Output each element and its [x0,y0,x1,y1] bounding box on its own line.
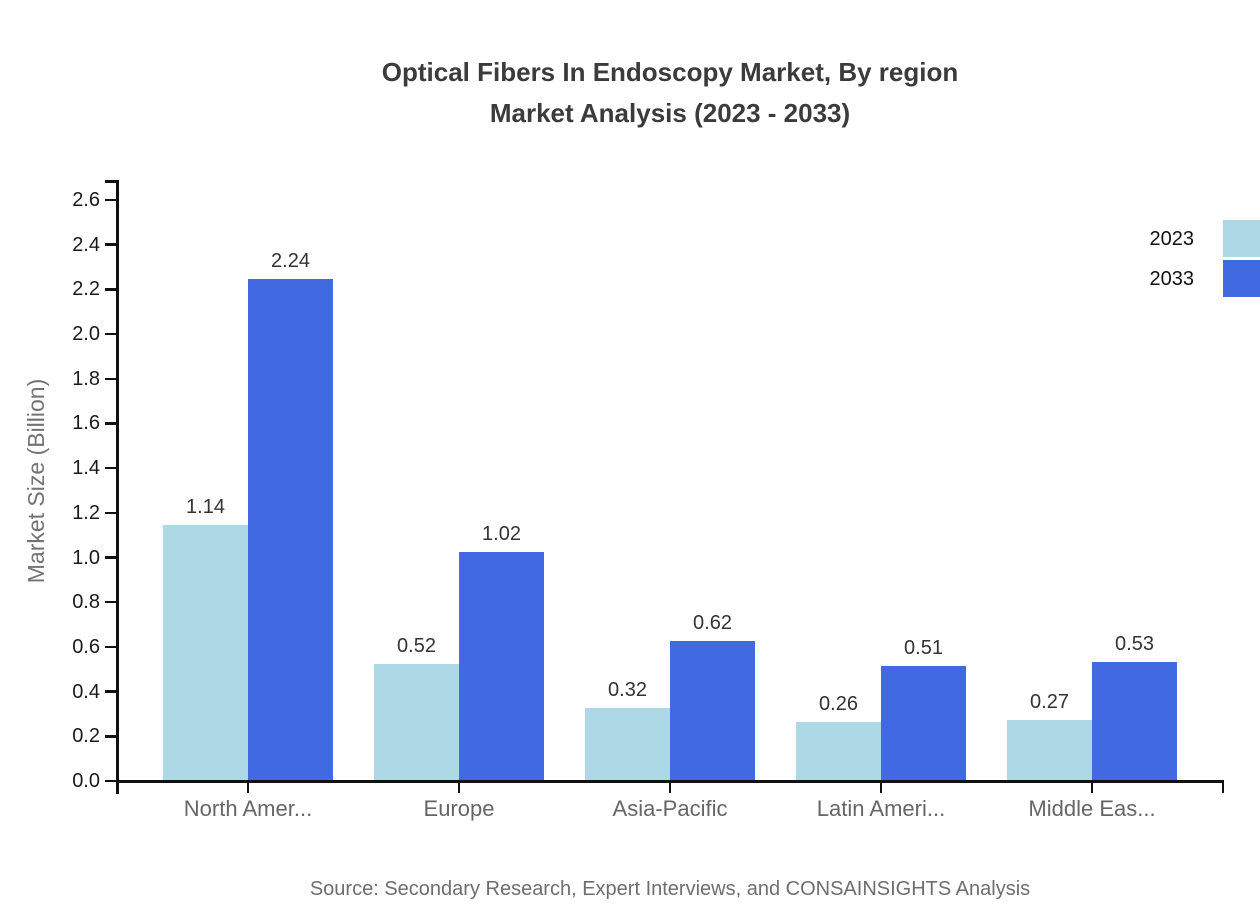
bar-2023-2 [585,708,670,780]
x-tick [1090,782,1094,793]
bar-2033-0 [248,279,333,780]
x-tick [246,782,250,793]
y-tick [105,243,116,246]
chart-title-line1: Optical Fibers In Endoscopy Market, By r… [381,57,959,87]
y-tick [105,466,116,470]
bar-value-label: 0.26 [819,692,858,715]
bar-value-label: 1.02 [482,523,521,546]
y-tick [105,556,116,559]
y-tick [105,600,116,604]
legend-swatch-2023 [1223,220,1260,257]
x-axis-endcap-tick [1221,782,1224,793]
y-tick [105,377,116,381]
y-tick-label: 1.6 [72,412,100,435]
x-tick [879,782,883,793]
bar-2033-1 [459,552,544,780]
bar-value-label: 0.51 [904,637,943,660]
y-axis-endcap-tick [105,180,116,183]
bar-2033-2 [670,641,755,780]
bar-2023-1 [374,663,459,780]
y-tick-label: 2.2 [72,278,100,301]
x-category-label: North Amer... [183,796,313,821]
y-tick-label: 1.0 [72,546,100,569]
bar-2033-4 [1092,661,1177,780]
chart-title: Optical Fibers In Endoscopy Market, By r… [80,52,1260,134]
bar-value-label: 0.52 [397,634,436,657]
y-tick-label: 1.2 [72,501,100,524]
legend-label-2023: 2023 [1149,228,1195,250]
y-tick-label: 2.6 [72,189,100,211]
source-note: Source: Secondary Research, Expert Inter… [309,878,1031,900]
legend-swatch-2033 [1223,260,1260,297]
y-tick [105,332,116,336]
y-tick-label: 0.0 [72,770,100,792]
x-category-label: Middle Eas... [1028,796,1156,821]
bar-2023-0 [163,525,248,780]
bar-value-label: 0.53 [1115,632,1154,655]
bar-value-label: 0.62 [693,612,732,635]
chart-title-line2: Market Analysis (2023 - 2033) [489,98,851,128]
y-tick-label: 0.6 [72,635,100,658]
bar-2033-3 [881,666,966,780]
bar-2023-4 [1007,719,1092,780]
bar-value-label: 0.27 [1030,690,1069,713]
bar-2023-3 [796,721,881,780]
y-tick [105,198,116,202]
y-tick-label: 1.4 [72,457,100,480]
y-tick [105,422,116,425]
y-tick-label: 0.4 [72,680,100,703]
x-category-label: Latin Ameri... [816,796,946,821]
y-tick-label: 2.4 [72,233,100,256]
y-tick-label: 1.8 [72,367,100,390]
bar-value-label: 2.24 [271,250,310,273]
x-category-label: Europe [423,796,495,821]
y-tick [105,645,116,649]
y-tick [105,779,116,783]
y-tick-label: 2.0 [72,323,100,346]
bar-value-label: 1.14 [186,496,225,519]
x-category-label: Asia-Pacific [612,796,728,821]
y-tick [105,735,116,738]
y-tick [105,690,116,693]
x-tick [457,782,461,793]
legend-label-2033: 2033 [1149,268,1195,290]
y-tick [105,288,116,291]
x-axis-line [116,780,1224,783]
x-tick [668,782,672,793]
y-tick-label: 0.8 [72,591,100,614]
bar-value-label: 0.32 [608,679,647,702]
y-axis-line [116,180,119,794]
y-tick [105,511,116,515]
y-tick-label: 0.2 [72,725,100,748]
